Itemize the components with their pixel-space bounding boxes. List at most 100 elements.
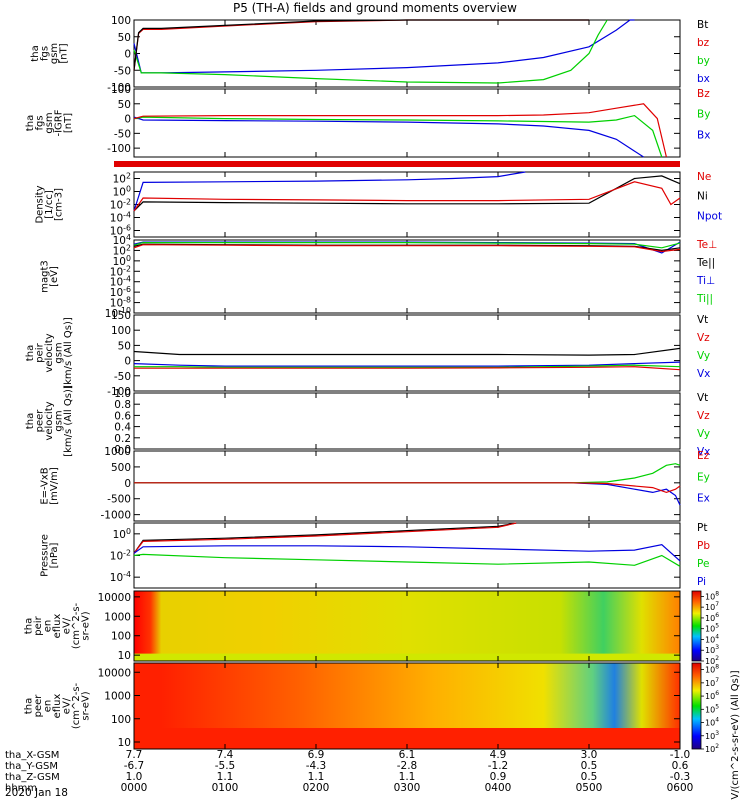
series-Bz — [133, 103, 667, 158]
ylabel-line: [nT] — [58, 43, 69, 63]
panel-frame — [133, 522, 681, 589]
colorbar-peir_eflux — [691, 590, 702, 662]
ylabel-line: fgs — [35, 115, 46, 130]
legend-entry: by — [697, 55, 710, 67]
colorbar-tick-label: 108 — [705, 590, 719, 601]
ylabel-line: fgs — [39, 46, 50, 61]
ytick-label: 0 — [124, 114, 131, 126]
ytick-label: 10-6 — [110, 224, 131, 238]
ytick-label: 1000 — [104, 611, 131, 623]
ylabel-line: peer — [33, 694, 44, 718]
panel-efield: 1000 500 0 -500 -1000 E=-VxB[mV/m] Ez Ey Ex — [39, 446, 710, 522]
ytick-label: -1000 — [100, 510, 131, 522]
colorbar-tick-label: 107 — [705, 677, 719, 688]
ytick-label: 50 — [118, 340, 131, 352]
series-Pe — [133, 553, 681, 567]
colorbar-tick-label: 102 — [705, 743, 719, 754]
ylabel-line: tha — [25, 345, 36, 361]
panel-pressure: 100 10-2 10-4 Pressure[nPa] Pt Pb Pe Pi — [39, 522, 710, 589]
plot-title: P5 (TH-A) fields and ground moments over… — [233, 1, 517, 15]
legend-entry: By — [697, 109, 710, 121]
legend-entry: bz — [697, 37, 710, 49]
series-Ni — [133, 175, 681, 212]
ytick-label: 50 — [118, 32, 131, 44]
ytick-label: -100 — [107, 82, 131, 94]
legend-entry: Vy — [697, 350, 710, 362]
ephemeris-row-label: hhmm — [5, 783, 37, 794]
ephemeris-value: 1.0 — [126, 771, 143, 783]
ytick-label: -50 — [114, 65, 131, 77]
ephemeris-value: 4.9 — [490, 749, 507, 761]
panel-peer_velocity: 1.00.80.60.40.20.0 thapeervelocitygsm[km/… — [25, 385, 710, 458]
ylabel-line: gsm — [54, 410, 65, 431]
ytick-label: 10-2 — [110, 198, 131, 212]
ylabel-line: [1/cc] — [44, 190, 55, 219]
ytick-label: -500 — [107, 494, 131, 506]
legend-entry: bx — [697, 73, 710, 85]
ylabel-line: tha — [24, 618, 35, 634]
legend-entry: Bx — [697, 129, 710, 141]
series-Pb — [133, 522, 517, 554]
time-tick-label: 0600 — [667, 782, 694, 794]
ylabel-line: [mV/m] — [49, 467, 60, 505]
ytick-label: 10000 — [98, 667, 131, 679]
ytick-label: 100 — [113, 527, 131, 541]
legend-entry: Vt — [697, 392, 708, 404]
ytick-label: 10-6 — [110, 285, 131, 299]
ytick-label: 1.0 — [114, 388, 131, 400]
ytick-label: 100 — [111, 631, 131, 643]
ytick-label: 10-4 — [110, 211, 131, 225]
panel-frame — [133, 239, 681, 314]
series-bz — [133, 19, 589, 71]
panel-frame — [133, 392, 681, 450]
series-Bx — [133, 116, 644, 158]
legend-entry: Vy — [697, 428, 710, 440]
legend-entry: Ti|| — [696, 293, 713, 305]
ytick-label: 0.8 — [114, 399, 131, 411]
ylabel-line: (cm^2-s- — [71, 682, 82, 729]
legend-entry: Vx — [697, 368, 710, 380]
ylabel-line: tha — [30, 45, 41, 61]
ephemeris-value: -2.8 — [397, 760, 418, 772]
ytick-label: 102 — [113, 243, 131, 257]
ytick-label: 100 — [113, 254, 131, 268]
legend-entry: Vt — [697, 314, 708, 326]
ephemeris-value: 0.9 — [490, 771, 507, 783]
ylabel-line: sr-eV) — [81, 611, 92, 640]
ylabel-line: [km/s (All Qs)] — [63, 385, 74, 457]
ytick-label: -100 — [107, 386, 131, 398]
ephemeris-value: 0.5 — [581, 760, 598, 772]
ytick-label: 10000 — [98, 592, 131, 604]
ytick-label: 10-2 — [110, 549, 131, 563]
ylabel-line: velocity — [44, 401, 55, 440]
legend-entry: Ez — [697, 450, 710, 462]
ytick-label: 10-4 — [110, 275, 131, 289]
panel-frame — [133, 314, 681, 392]
legend-entry: Pt — [697, 522, 707, 534]
colorbar-tick-label: 106 — [705, 612, 719, 623]
ephemeris-value: -0.3 — [670, 771, 691, 783]
ylabel-line: [eV] — [49, 266, 60, 287]
panels: 100500-50-100thafgsgsm[nT]Btbzbybx100500… — [24, 15, 723, 754]
ylabel-line: [km/s (All Qs)] — [63, 317, 74, 389]
ylabel-line: peir — [33, 615, 44, 635]
panel-peir_velocity: 150 100 50 0 -50 -100 thapeirvelocitygsm[km/s … — [25, 310, 710, 398]
ylabel-line: E=-VxB — [39, 467, 50, 504]
series-Vy — [134, 364, 681, 368]
ylabel-line: eflux — [52, 614, 63, 639]
ephemeris-value: -1.2 — [488, 760, 509, 772]
ephemeris-axis: tha_X-GSM 7.7 7.4 6.9 6.1 4.9 3.0 -1.0 tha_Y-GSM… — [5, 749, 693, 794]
time-tick-label: 0200 — [303, 782, 330, 794]
time-tick-label: 0300 — [394, 782, 421, 794]
legend-entry: Vx — [697, 446, 710, 458]
series-by — [133, 19, 608, 84]
colorbar-peer_eflux — [691, 662, 702, 750]
ylabel-line: Pressure — [39, 534, 50, 577]
ylabel-line: eV/ — [62, 617, 73, 634]
ylabel-line: gsm — [54, 342, 65, 363]
series-Npot — [133, 171, 526, 212]
legend-entry: Vz — [697, 332, 710, 344]
